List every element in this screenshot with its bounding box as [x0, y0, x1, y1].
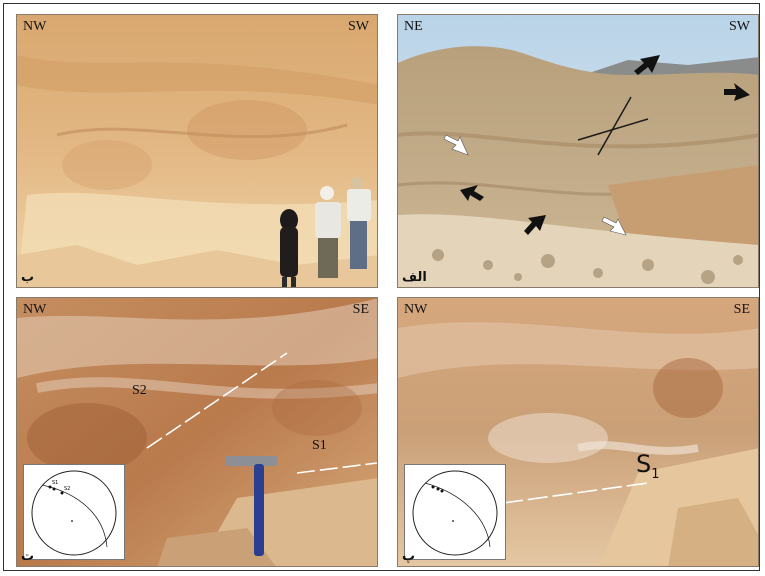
- foliation-lines: [146, 352, 377, 474]
- direction-label-right: SE: [352, 302, 369, 317]
- outcrop-photo: [17, 298, 377, 566]
- photo-panel-bottom-right: NW SE S1 پ: [397, 297, 759, 567]
- s1-subscript: 1: [651, 466, 660, 482]
- stereonet-inset: S1 S2: [23, 464, 125, 560]
- direction-label-left: NW: [23, 302, 47, 317]
- white-arrow-icons: [443, 134, 627, 236]
- stereonet-inset: [404, 464, 506, 560]
- direction-label-left: NW: [404, 302, 428, 317]
- figure-frame: NW SW ب: [3, 3, 760, 571]
- panel-label: ت: [21, 549, 35, 564]
- stereonet-label-s1: S1: [52, 480, 58, 486]
- black-arrow-icons: [460, 55, 750, 235]
- foliation-label-s1: S1: [636, 450, 660, 482]
- landscape-photo: [398, 15, 758, 287]
- foliation-label-s2: S2: [132, 383, 147, 398]
- panel-label: ب: [21, 270, 35, 285]
- geologist-figures: [280, 177, 371, 287]
- stereonet-label-s2: S2: [64, 486, 70, 492]
- foliation-label-s1: S1: [312, 438, 327, 453]
- direction-label-right: SW: [348, 19, 369, 34]
- photo-panel-top-left: NW SW ب: [16, 14, 378, 288]
- direction-label-right: SW: [729, 19, 750, 34]
- outcrop-photo: [398, 298, 758, 566]
- direction-label-left: NW: [23, 19, 47, 34]
- s1-letter: S: [636, 450, 652, 478]
- hammer-icon: [225, 456, 277, 556]
- fracture-line: [597, 96, 632, 156]
- photo-panel-bottom-left: NW SE S2 S1 S1 S2 ت: [16, 297, 378, 567]
- direction-label-left: NE: [404, 19, 423, 34]
- outcrop-photo: [17, 15, 377, 287]
- photo-panel-top-right: NE SW الف: [397, 14, 759, 288]
- panel-label: پ: [402, 549, 416, 564]
- panel-label: الف: [402, 270, 427, 285]
- direction-label-right: SE: [733, 302, 750, 317]
